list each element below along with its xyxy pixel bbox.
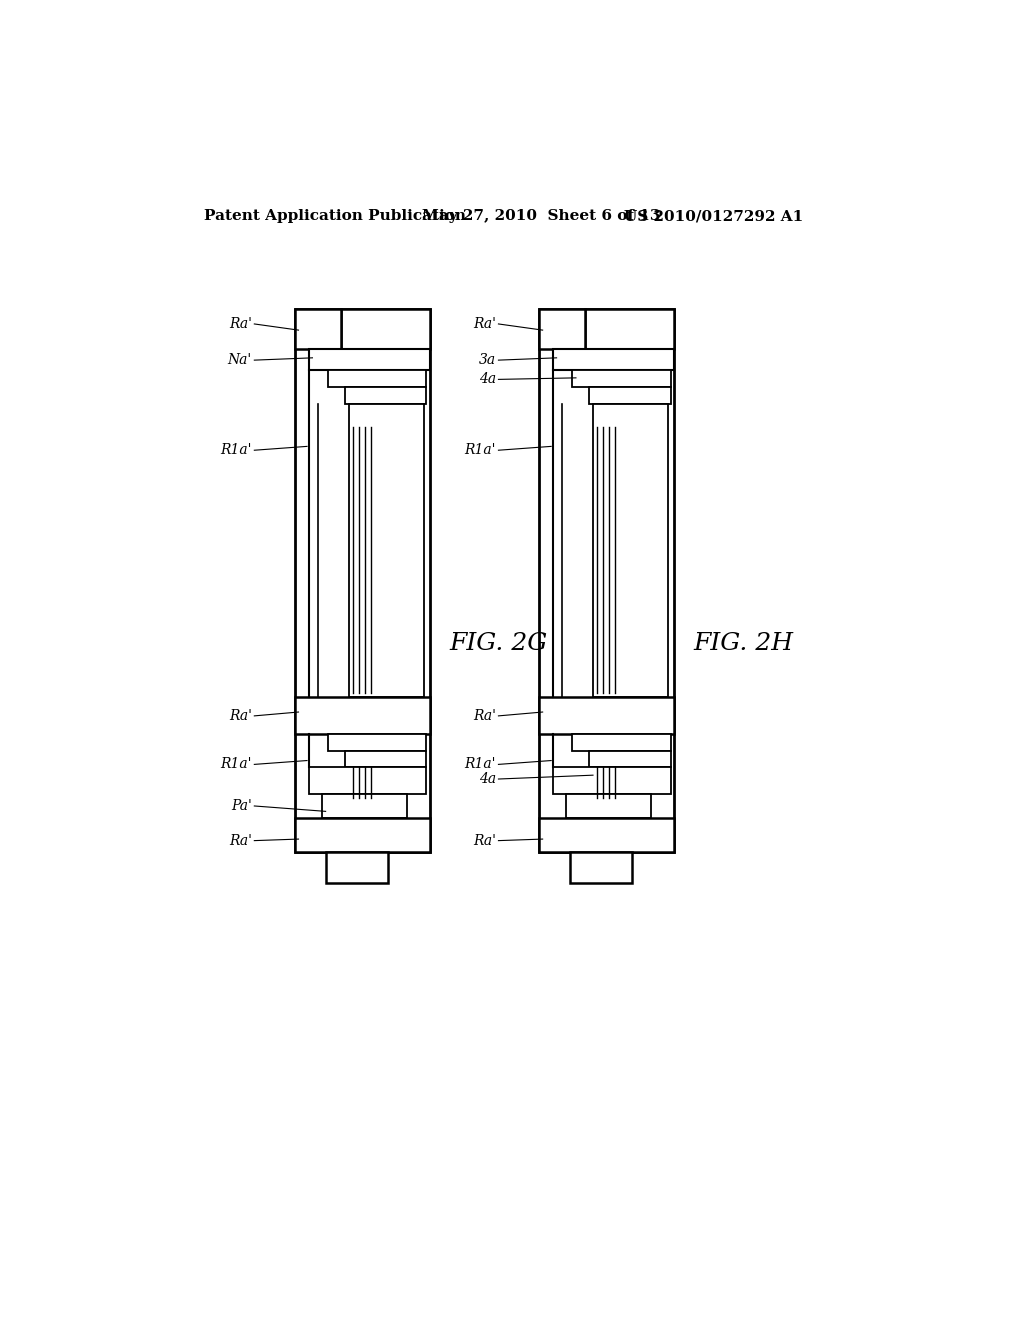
Bar <box>328 734 426 751</box>
Text: Ra': Ra' <box>473 834 496 847</box>
Bar <box>295 817 430 853</box>
Bar <box>349 404 424 697</box>
Text: 4a: 4a <box>479 772 496 785</box>
Text: US 2010/0127292 A1: US 2010/0127292 A1 <box>624 209 803 223</box>
Text: R1a': R1a' <box>465 758 496 771</box>
Bar <box>539 697 675 734</box>
Text: FIG. 2H: FIG. 2H <box>693 632 794 655</box>
Text: R1a': R1a' <box>220 444 252 457</box>
Bar <box>589 751 671 767</box>
Bar <box>295 309 341 348</box>
Bar <box>295 309 430 853</box>
Text: Pa': Pa' <box>231 799 252 813</box>
Text: FIG. 2G: FIG. 2G <box>450 632 548 655</box>
Text: Ra': Ra' <box>473 317 496 331</box>
Bar <box>569 853 632 883</box>
Text: Na': Na' <box>227 354 252 367</box>
Bar <box>539 309 675 853</box>
Text: Patent Application Publication: Patent Application Publication <box>204 209 466 223</box>
Text: R1a': R1a' <box>220 758 252 771</box>
Bar <box>589 387 671 404</box>
Bar <box>586 309 675 348</box>
Bar <box>308 348 430 370</box>
Bar <box>341 309 430 348</box>
Bar <box>328 370 426 387</box>
Bar <box>326 853 388 883</box>
Bar <box>553 348 675 370</box>
Bar <box>345 751 426 767</box>
Text: Ra': Ra' <box>229 709 252 723</box>
Text: Ra': Ra' <box>473 709 496 723</box>
Text: Ra': Ra' <box>229 834 252 847</box>
Text: May 27, 2010  Sheet 6 of 13: May 27, 2010 Sheet 6 of 13 <box>423 209 662 223</box>
Bar <box>553 767 671 795</box>
Bar <box>322 795 407 817</box>
Bar <box>295 697 430 734</box>
Text: 3a: 3a <box>479 354 496 367</box>
Bar <box>593 404 669 697</box>
Text: Ra': Ra' <box>229 317 252 331</box>
Text: R1a': R1a' <box>465 444 496 457</box>
Bar <box>308 767 426 795</box>
Bar <box>572 370 671 387</box>
Bar <box>566 795 651 817</box>
Bar <box>572 734 671 751</box>
Bar <box>345 387 426 404</box>
Text: 4a: 4a <box>479 372 496 387</box>
Bar <box>539 309 586 348</box>
Bar <box>539 817 675 853</box>
